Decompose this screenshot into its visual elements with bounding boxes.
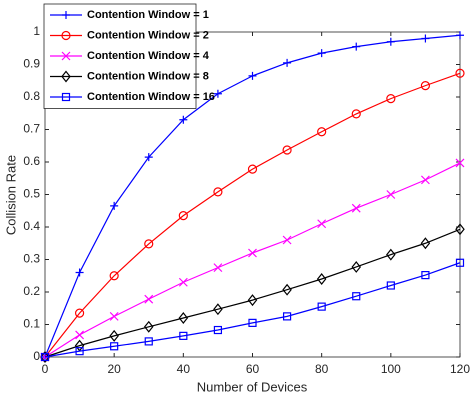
marker [144, 239, 154, 249]
marker [213, 325, 223, 335]
marker [40, 351, 50, 363]
marker [317, 49, 326, 58]
legend-marker [61, 51, 71, 61]
marker [178, 277, 188, 287]
y-tick-label: 0.9 [23, 57, 40, 71]
marker [282, 283, 292, 296]
legend-marker [61, 70, 71, 83]
series-line [44, 228, 461, 358]
marker [248, 71, 257, 80]
y-tick-label: 0.8 [23, 89, 40, 103]
marker [248, 248, 257, 258]
legend-label: Contention Window = 16 [87, 91, 215, 103]
marker [75, 330, 85, 340]
marker [283, 58, 292, 67]
marker [386, 190, 396, 199]
marker [282, 235, 292, 245]
marker [455, 68, 465, 78]
marker [420, 237, 431, 250]
marker [143, 320, 154, 333]
x-axis-title: Number of Devices [197, 379, 308, 394]
marker [178, 312, 189, 324]
marker [455, 158, 465, 168]
marker [110, 201, 119, 210]
marker [109, 271, 119, 281]
y-tick-label: 0.7 [23, 122, 40, 136]
y-tick-label: 0.1 [23, 317, 40, 331]
marker [75, 268, 84, 277]
x-tick-label: 60 [246, 362, 260, 376]
x-tick-label: 40 [177, 362, 191, 376]
marker [110, 342, 119, 351]
marker [213, 303, 223, 316]
y-axis-title: Collision Rate [3, 155, 18, 235]
marker [351, 203, 361, 213]
legend-marker [62, 11, 70, 19]
marker [248, 318, 257, 327]
marker [455, 223, 465, 236]
marker [144, 294, 154, 304]
marker [178, 211, 188, 221]
marker [213, 89, 222, 98]
marker [179, 331, 188, 340]
marker [316, 273, 327, 285]
y-tick-label: 0.6 [23, 154, 40, 168]
marker [282, 312, 292, 321]
marker [213, 187, 223, 197]
marker [40, 352, 50, 362]
marker [351, 109, 361, 119]
marker [144, 337, 153, 346]
x-tick-label: 20 [107, 362, 121, 376]
marker [386, 37, 395, 46]
y-tick-label: 0.2 [23, 284, 40, 298]
marker [247, 164, 258, 174]
marker [179, 115, 188, 124]
legend-label: Contention Window = 2 [87, 29, 209, 41]
x-tick-label: 120 [450, 362, 470, 376]
x-tick-label: 0 [42, 362, 49, 376]
legend-label: Contention Window = 4 [87, 50, 210, 62]
marker [213, 263, 223, 273]
marker [317, 219, 327, 229]
legend-label: Contention Window = 8 [87, 70, 209, 82]
marker [421, 34, 430, 43]
legend-marker [61, 92, 71, 102]
marker [420, 175, 430, 185]
x-tick-label: 80 [315, 362, 329, 376]
legend-marker [61, 30, 71, 41]
y-tick-label: 0.5 [23, 187, 40, 201]
marker [317, 302, 326, 311]
y-tick-label: 0.3 [23, 252, 40, 266]
marker [109, 329, 119, 342]
marker [247, 294, 258, 307]
marker [386, 281, 395, 290]
marker [386, 94, 396, 104]
marker [352, 292, 361, 301]
y-tick-label: 0.4 [23, 219, 40, 233]
marker [456, 31, 464, 40]
y-tick-label: 1 [33, 24, 40, 38]
marker [317, 127, 327, 137]
marker [74, 308, 85, 318]
marker [351, 261, 362, 273]
marker [455, 258, 465, 267]
series-line [44, 262, 461, 358]
legend-label: Contention Window = 1 [87, 9, 209, 21]
marker [352, 42, 361, 51]
y-tick-label: 0 [33, 349, 40, 363]
marker [282, 145, 292, 155]
marker [420, 81, 431, 91]
marker [144, 153, 153, 162]
x-tick-label: 100 [381, 362, 401, 376]
marker [386, 248, 396, 261]
marker [421, 271, 430, 280]
marker [75, 347, 84, 356]
marker [109, 311, 119, 321]
series-line [44, 72, 461, 358]
